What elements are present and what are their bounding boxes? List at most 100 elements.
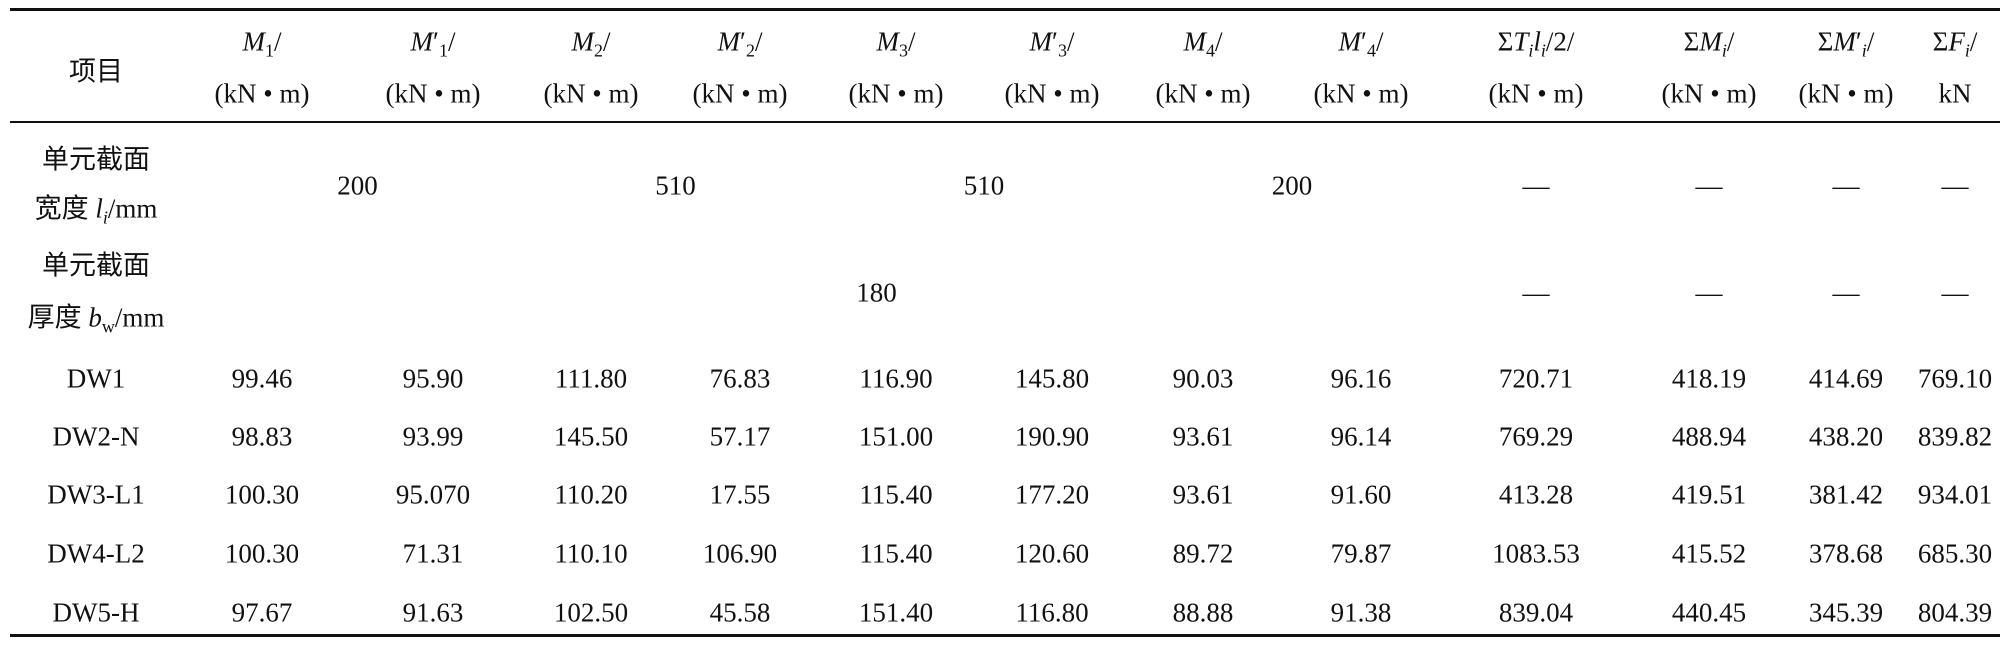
cell-value: 100.30 <box>224 538 300 569</box>
cell-value: 345.39 <box>1808 597 1884 628</box>
cell-value: 934.01 <box>1917 479 1993 510</box>
row-label: DW3-L1 <box>47 481 144 509</box>
cell-value: 79.87 <box>1330 538 1392 569</box>
text-part: w <box>101 316 115 337</box>
cell-value: 91.63 <box>402 597 464 628</box>
cell-value: 96.16 <box>1330 363 1392 394</box>
cell-value: 1083.53 <box>1492 538 1580 569</box>
text-part: ′ <box>740 26 746 57</box>
cell-value: — <box>1695 277 1723 308</box>
cell-value: 115.40 <box>859 479 933 510</box>
cell-value: 151.40 <box>858 597 934 628</box>
text-part: M <box>242 26 265 57</box>
cell-value: 145.50 <box>553 421 629 452</box>
header-unit: (kN • m) <box>543 78 639 109</box>
text-part: i <box>1861 40 1867 61</box>
text-part: T <box>1513 26 1529 57</box>
cell-value: 17.55 <box>709 479 771 510</box>
header-unit: kN <box>1938 78 1972 109</box>
row-label: 厚度 bw/mm <box>28 302 165 337</box>
text-part: /mm <box>107 193 158 224</box>
row-label: DW4-L2 <box>47 538 145 569</box>
header-unit: (kN • m) <box>1488 78 1584 109</box>
cell-value: 415.52 <box>1671 538 1747 569</box>
text-part: /2/ <box>1545 26 1575 57</box>
text-part: M <box>571 26 594 57</box>
header-cell: M4/ <box>1183 26 1222 61</box>
cell-value: 190.90 <box>1014 421 1090 452</box>
row-label: DW2-N <box>53 423 140 451</box>
cell-value: 769.29 <box>1498 421 1574 452</box>
cell-value: 145.80 <box>1014 363 1090 394</box>
text-part: 1 <box>264 40 274 61</box>
row-label: 单元截面 <box>42 250 150 281</box>
header-cell: ΣM′i/ <box>1817 26 1875 61</box>
text-part: DW4-L2 <box>47 538 145 569</box>
text-part: ′ <box>1052 26 1058 57</box>
text-part: 2 <box>745 40 755 61</box>
cell-value: 110.20 <box>554 479 628 510</box>
text-part: / <box>1375 26 1384 57</box>
cell-value: 769.10 <box>1917 363 1993 394</box>
cell-value: — <box>1522 170 1550 200</box>
text-part: Σ <box>1683 26 1700 57</box>
cell-value: 438.20 <box>1808 421 1884 452</box>
cell-value: 413.28 <box>1498 479 1574 510</box>
text-part: / <box>907 26 916 57</box>
header-unit: (kN • m) <box>848 78 944 109</box>
text-part: i <box>1721 40 1727 61</box>
cell-value: 96.14 <box>1330 421 1392 452</box>
cell-value: 151.00 <box>858 421 934 452</box>
header-cell: M′4/ <box>1339 26 1384 60</box>
cell-value: 89.72 <box>1172 538 1234 569</box>
text-part: ′ <box>1855 26 1862 57</box>
cell-value: 88.88 <box>1172 597 1234 628</box>
cell-value: 98.83 <box>231 421 293 452</box>
text-part: ′ <box>433 26 439 57</box>
cell-value: 76.83 <box>709 363 771 394</box>
text-part: /mm <box>114 302 165 333</box>
cell-value: 57.17 <box>709 421 771 452</box>
text-part: 单元截面 <box>42 250 150 281</box>
text-part: 4 <box>1205 40 1215 61</box>
header-cell: ΣMi/ <box>1683 26 1735 61</box>
text-part: M <box>1833 26 1856 57</box>
header-cell: M′1/ <box>411 26 456 60</box>
text-part: Σ <box>1817 26 1834 57</box>
text-part: M <box>1183 26 1206 57</box>
cell-value: 111.80 <box>554 363 628 394</box>
text-part: 项目 <box>69 56 123 87</box>
text-part: 2 <box>593 40 603 61</box>
cell-value: — <box>1941 170 1969 200</box>
cell-value: 116.90 <box>859 363 933 394</box>
cell-value: — <box>1832 277 1860 308</box>
cell-value: 110.10 <box>554 538 628 569</box>
text-part: M <box>876 26 899 57</box>
cell-value: 200 <box>337 170 378 200</box>
bottom-rule <box>10 634 2000 637</box>
cell-value: 91.38 <box>1330 597 1392 628</box>
header-unit: (kN • m) <box>1798 78 1894 109</box>
text-part: l <box>95 193 103 224</box>
cell-value: 90.03 <box>1172 363 1234 394</box>
row-label: DW1 <box>67 365 125 393</box>
header-unit: (kN • m) <box>1661 78 1757 109</box>
text-part: ′ <box>1361 26 1367 57</box>
text-part: Σ <box>1497 26 1514 57</box>
header-cell: ΣFi/ <box>1933 28 1978 61</box>
cell-value: 115.40 <box>859 538 933 569</box>
cell-value: 45.58 <box>709 597 771 628</box>
text-part: M <box>1699 26 1722 57</box>
cell-value: — <box>1832 170 1860 200</box>
cell-value: 177.20 <box>1014 479 1090 510</box>
cell-value: 414.69 <box>1808 363 1884 394</box>
text-part: i <box>1528 40 1534 61</box>
header-unit: (kN • m) <box>214 78 310 109</box>
header-unit: (kN • m) <box>1313 78 1409 109</box>
text-part: i <box>1964 40 1970 61</box>
cell-value: 95.90 <box>402 363 464 394</box>
text-part: / <box>447 26 456 57</box>
cell-value: 685.30 <box>1917 538 1993 569</box>
text-part: M <box>1029 26 1053 57</box>
